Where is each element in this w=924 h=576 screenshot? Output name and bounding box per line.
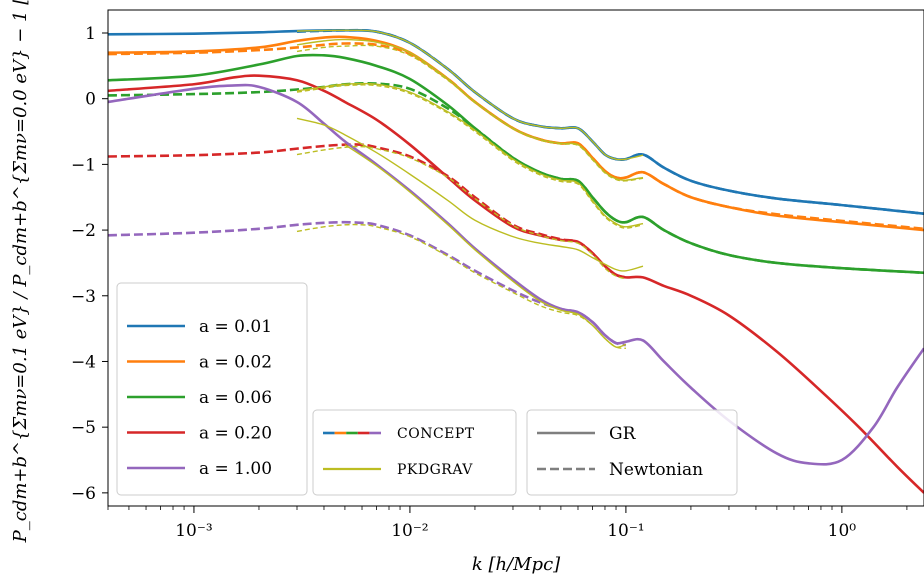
- y-tick-label: 1: [85, 24, 96, 44]
- series-line-concept-a-0-01-gr: [108, 28, 924, 215]
- y-tick-label: −4: [71, 352, 96, 372]
- legend-epoch-label: a = 0.01: [199, 317, 272, 337]
- series-line-pkdgrav-a-0-20-newtonian: [296, 145, 627, 280]
- y-tick-label: −5: [71, 418, 96, 438]
- legend-epoch-label: a = 0.02: [199, 353, 272, 373]
- legend-code-label-concept: CONCEPT: [397, 426, 475, 442]
- legend-layer: a = 0.01 a = 0.02 a = 0.06 a = 0.20 a = 1.00…: [116, 282, 738, 496]
- legend-code-label-pkdgrav: PKDGRAV: [397, 462, 473, 478]
- y-tick-label: −2: [71, 221, 96, 241]
- plot-frame: [107, 9, 924, 507]
- legend-gravity-box: [526, 409, 738, 496]
- series-line-pkdgrav-a-0-01-gr: [296, 29, 644, 161]
- legend-epoch-label: a = 0.20: [199, 424, 272, 444]
- series-line-concept-a-0-06-gr: [108, 53, 924, 275]
- x-tick-label: 10⁻²: [391, 521, 428, 541]
- series-line-concept-a-0-06-newtonian: [108, 81, 924, 275]
- y-tick-label: −6: [71, 484, 96, 504]
- x-tick-label: 10⁰: [828, 521, 857, 541]
- x-tick-label: 10⁻³: [175, 521, 212, 541]
- y-axis-label: P_cdm+b^{Σmν=0.1 eV} / P_cdm+b^{Σmν=0.0 …: [10, 0, 31, 543]
- series-line-pkdgrav-a-0-02-newtonian: [296, 44, 644, 182]
- series-line-concept-a-0-01-newtonian: [296, 28, 924, 215]
- legend-codes-box: [312, 409, 517, 496]
- series-line-concept-a-1-00-newtonian: [108, 220, 627, 347]
- x-axis-label: k [h/Mpc]: [472, 554, 561, 575]
- legend-epoch-label: a = 1.00: [199, 459, 272, 479]
- series-layer: [108, 28, 924, 494]
- y-tick-label: −1: [71, 155, 96, 175]
- legend-epochs-box: [116, 282, 308, 496]
- y-tick-label: 0: [85, 90, 96, 110]
- x-tick-label: 10⁻¹: [607, 521, 644, 541]
- series-line-concept-a-0-20-newtonian: [108, 143, 627, 279]
- series-line-pkdgrav-a-1-00-newtonian: [296, 223, 626, 350]
- series-line-pkdgrav-a-0-06-gr: [296, 82, 644, 228]
- series-line-pkdgrav-a-0-20-gr: [296, 117, 644, 272]
- legend-gravity-label-gr: GR: [609, 424, 637, 444]
- y-tick-label: −3: [71, 287, 96, 307]
- axes-layer: 1 0 −1 −2 −3 −4 −5 −6 10⁻³ 10⁻² 10⁻¹ 10⁰ k [h/Mpc] P_…: [10, 0, 924, 575]
- legend-epoch-label: a = 0.06: [199, 388, 272, 408]
- legend-gravity-label-newtonian: Newtonian: [609, 460, 703, 480]
